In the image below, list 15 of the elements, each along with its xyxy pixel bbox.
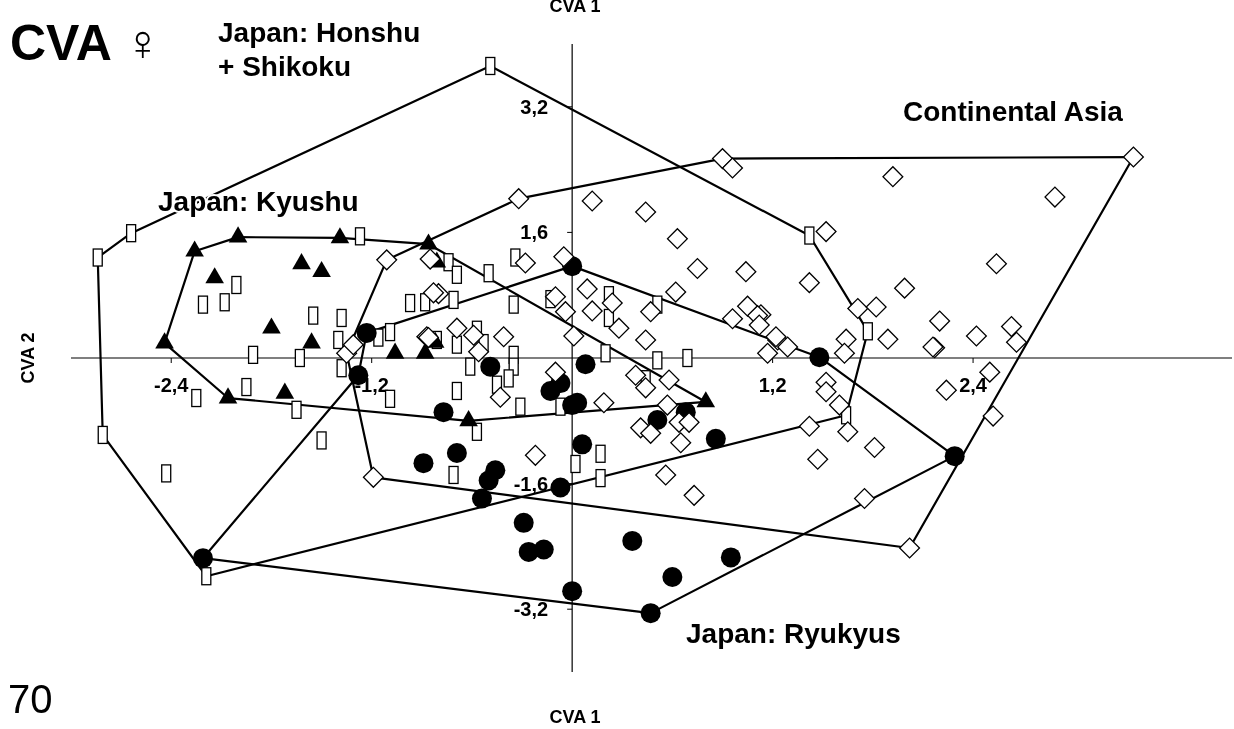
series-label: Continental Asia: [903, 96, 1124, 127]
y-tick-label: -3,2: [513, 598, 549, 621]
text: 70: [8, 677, 53, 721]
text: CVA 1: [549, 0, 601, 16]
x-tick-label: 2,4: [959, 374, 988, 396]
chart-title: CVA ♀: [10, 15, 162, 71]
y-tick-label: -1,6: [513, 472, 549, 495]
y-tick-label: 1,6: [520, 221, 549, 244]
y-axis-title: CVA 2: [18, 332, 38, 384]
y-tick-label: 3,2: [520, 95, 549, 118]
x-tick-label: 1,2: [758, 374, 787, 396]
x-tick-label: -2,4: [154, 374, 190, 396]
text: Japan: Honshu + Shikoku: [218, 17, 421, 82]
x-axis-title: CVA 1: [549, 707, 601, 727]
series-label: Japan: Ryukyus: [686, 618, 901, 649]
